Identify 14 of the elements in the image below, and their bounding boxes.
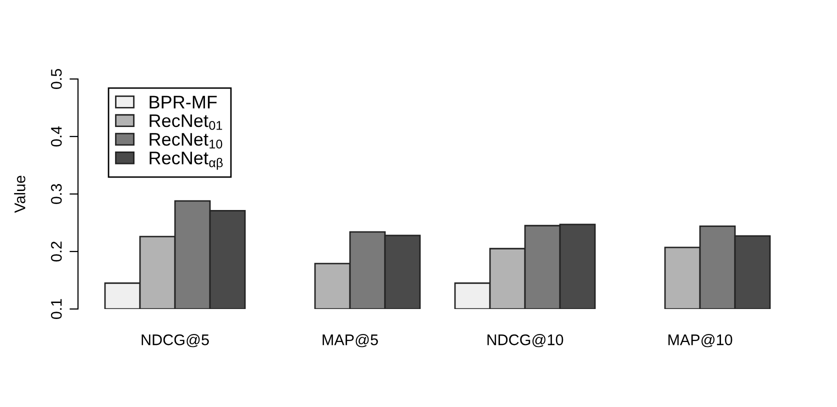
y-tick-label: 0.4 xyxy=(50,126,62,147)
y-tick-label: 0.5 xyxy=(50,69,62,90)
legend-label: RecNet$_{10}$ xyxy=(150,133,222,149)
x-tick-label: NDCG@10 xyxy=(488,334,564,348)
y-tick-label: 0.2 xyxy=(50,242,62,262)
legend-label: RecNet$_{01}$ xyxy=(150,114,222,130)
x-tick-label: NDCG@5 xyxy=(142,334,209,348)
legend-label: BPR-MF xyxy=(150,96,217,108)
x-tick-label: MAP@10 xyxy=(668,334,732,348)
y-tick-label: 0.3 xyxy=(50,184,62,204)
y-tick-label: 0.1 xyxy=(50,299,62,320)
legend-label: RecNet$_{αβ}$ xyxy=(150,152,223,170)
x-tick-label: MAP@5 xyxy=(322,334,378,348)
y-axis-title: Value xyxy=(14,176,26,213)
